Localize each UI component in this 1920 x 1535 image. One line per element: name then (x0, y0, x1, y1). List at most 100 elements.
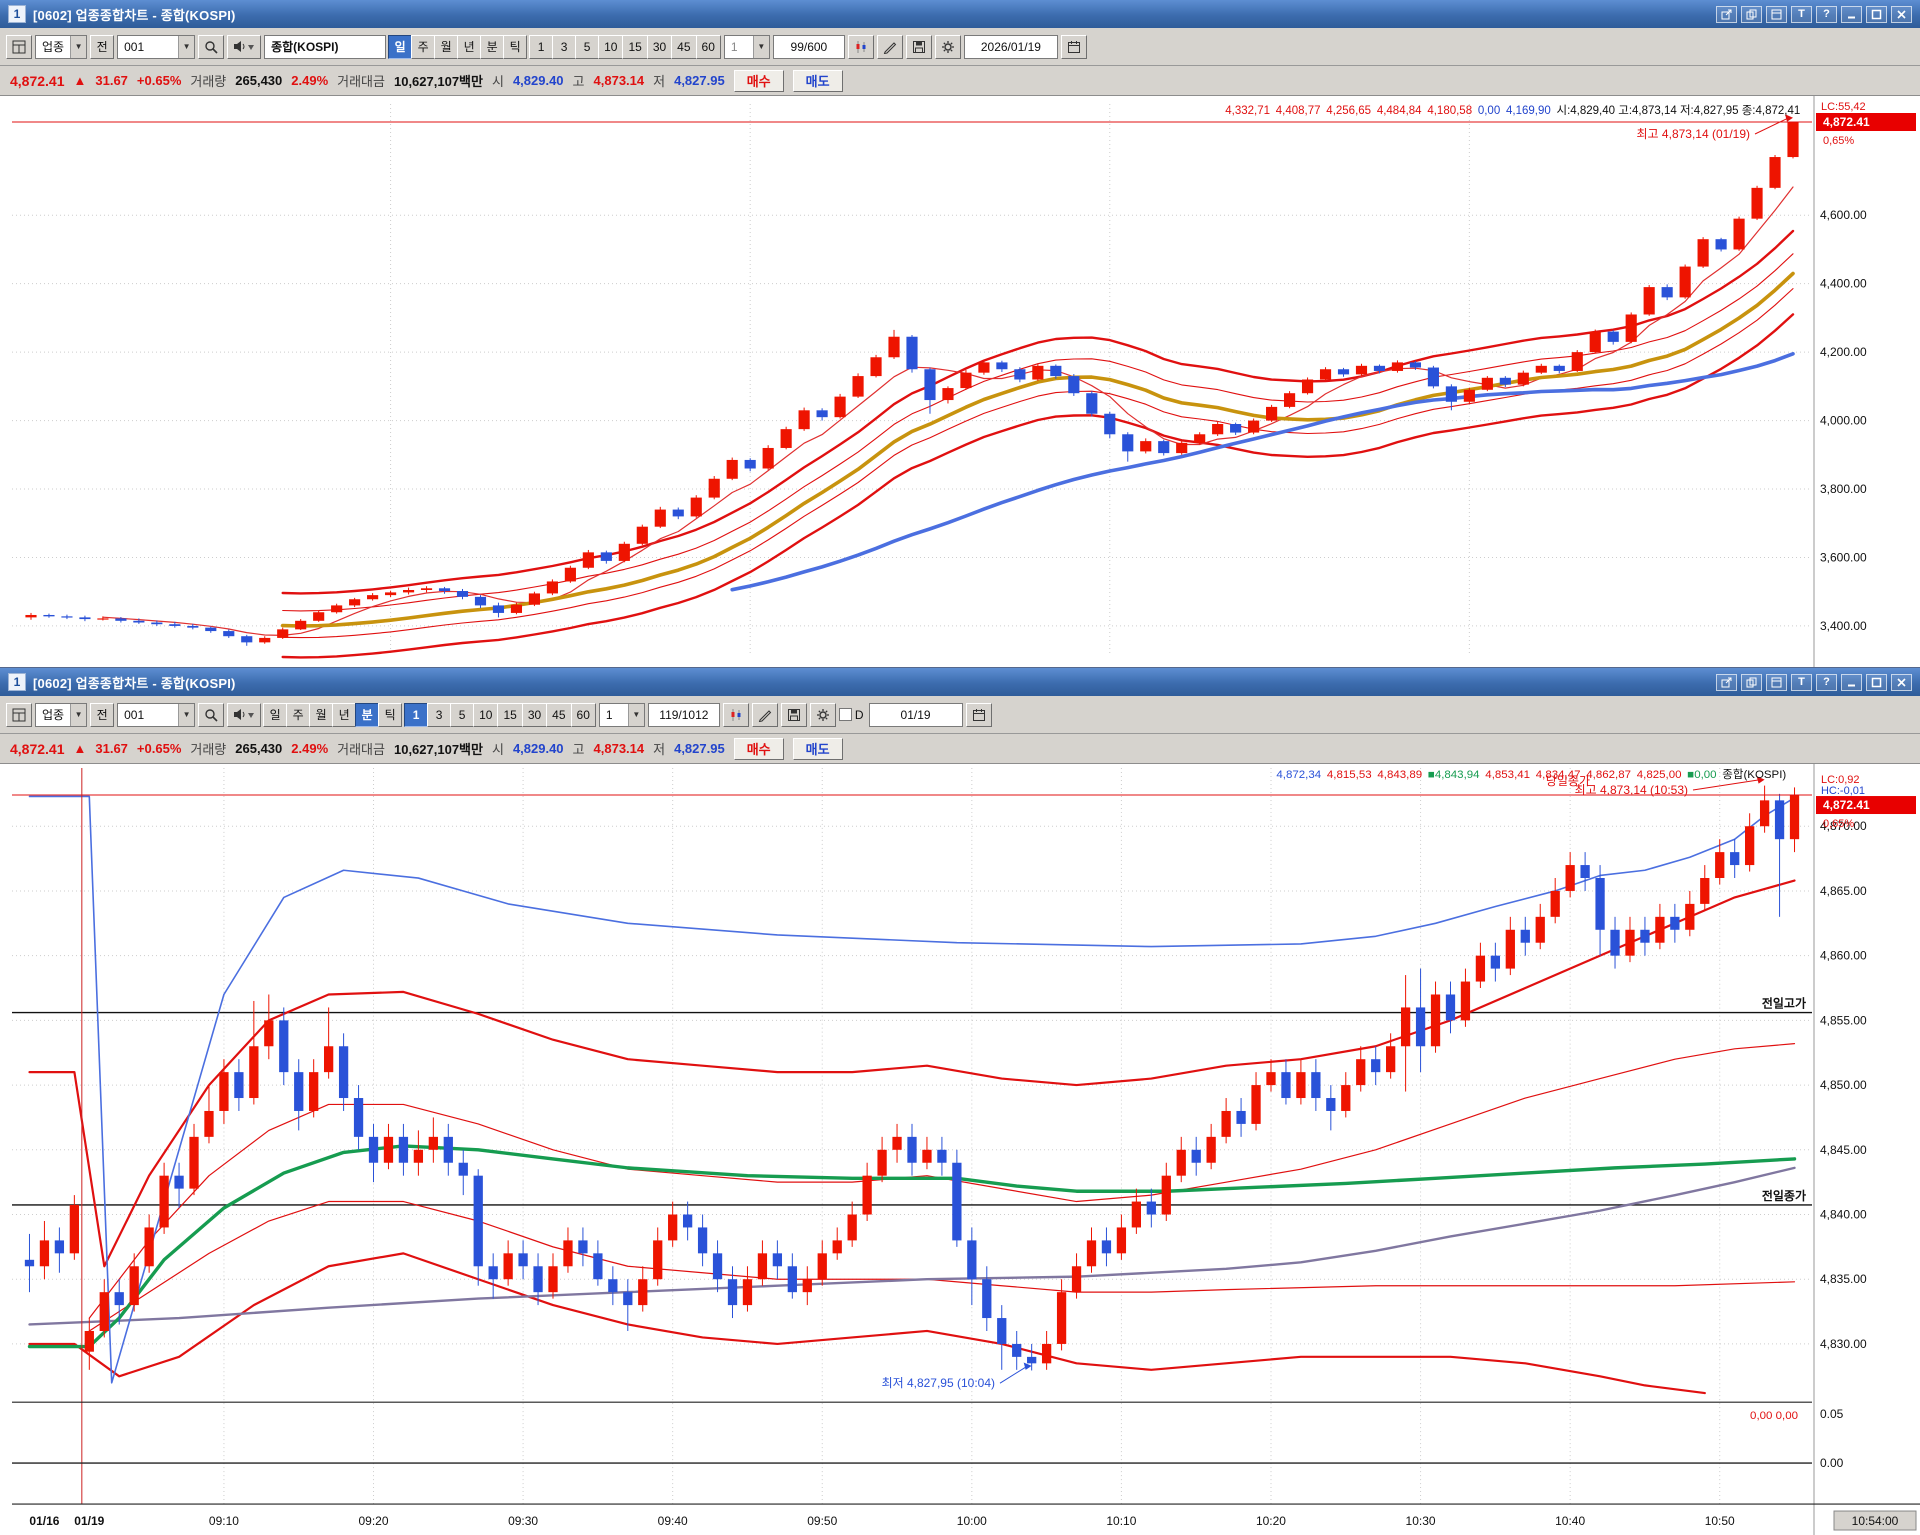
svg-text:4,845.00: 4,845.00 (1820, 1143, 1867, 1157)
minute-15-button[interactable]: 15 (622, 34, 648, 59)
svg-text:4,872.41: 4,872.41 (1823, 798, 1870, 812)
candle-style-icon[interactable] (847, 34, 874, 59)
volume-value: 265,430 (235, 73, 283, 88)
candle-style-icon[interactable] (722, 702, 749, 727)
interval-select[interactable]: 1 ▼ (723, 34, 770, 59)
code-select[interactable]: 001 ▼ (117, 34, 196, 59)
minimize-icon[interactable] (1841, 5, 1862, 23)
category-select[interactable]: 업종 ▼ (35, 702, 88, 727)
daily-chart-canvas[interactable]: 4,600.00 4,400.00 4,200.00 4,000.00 3,800.00… (0, 96, 1920, 667)
period-week-button[interactable]: 주 (286, 702, 311, 727)
close-icon[interactable] (1891, 673, 1912, 691)
minute-5-button[interactable]: 5 (575, 34, 600, 59)
period-week-button[interactable]: 주 (411, 34, 436, 59)
open-label: 시 (491, 74, 504, 89)
minute-15-button[interactable]: 15 (497, 702, 523, 727)
up-triangle-icon: ▲ (73, 73, 87, 88)
minute-1-button[interactable]: 1 (529, 34, 554, 59)
svg-text:3,400.00: 3,400.00 (1820, 619, 1867, 633)
turnover-label: 거래대금 (337, 742, 385, 757)
help-icon[interactable]: ? (1816, 5, 1837, 23)
minute-1-button[interactable]: 1 (404, 702, 429, 727)
d-checkbox[interactable] (838, 708, 852, 721)
interval-select[interactable]: 1 ▼ (598, 702, 645, 727)
titlebar[interactable]: 1 [0602] 업종종합차트 - 종합(KOSPI) T ? (0, 0, 1920, 28)
period-minute-button[interactable]: 분 (480, 34, 505, 59)
font-icon[interactable]: T (1791, 5, 1812, 23)
candle-counter: 99/600 (772, 34, 845, 59)
calendar-icon[interactable] (1060, 34, 1087, 59)
category-select[interactable]: 업종 ▼ (35, 34, 88, 59)
minute-30-button[interactable]: 30 (646, 34, 673, 59)
minute-10-button[interactable]: 10 (473, 702, 499, 727)
popout-icon[interactable] (1716, 673, 1737, 691)
titlebar[interactable]: 1 [0602] 업종종합차트 - 종합(KOSPI) T ? (0, 668, 1920, 696)
chart-window-minute: 1 [0602] 업종종합차트 - 종합(KOSPI) T ? 업종 ▼ 전 0… (0, 667, 1920, 1535)
period-month-button[interactable]: 월 (309, 702, 334, 727)
search-icon[interactable] (198, 702, 225, 727)
settings-gear-icon[interactable] (934, 34, 961, 59)
clone-icon[interactable] (1741, 5, 1762, 23)
period-day-button[interactable]: 일 (263, 702, 288, 727)
help-icon[interactable]: ? (1816, 673, 1837, 691)
period-minute-button[interactable]: 분 (355, 702, 380, 727)
period-year-button[interactable]: 년 (457, 34, 482, 59)
d-checkbox-label: D (854, 707, 864, 722)
layout-icon[interactable] (6, 702, 32, 727)
sell-button[interactable]: 매도 (792, 69, 843, 92)
prev-item-button[interactable]: 전 (90, 702, 115, 727)
date-field[interactable]: 2026/01/19 (963, 34, 1058, 59)
period-day-button[interactable]: 일 (388, 34, 413, 59)
save-icon[interactable] (780, 702, 807, 727)
period-month-button[interactable]: 월 (434, 34, 459, 59)
minute-60-button[interactable]: 60 (695, 34, 721, 59)
minute-3-button[interactable]: 3 (427, 702, 452, 727)
minute-45-button[interactable]: 45 (671, 34, 697, 59)
minute-5-button[interactable]: 5 (450, 702, 475, 727)
code-select[interactable]: 001 ▼ (117, 702, 196, 727)
interval-value: 1 (605, 707, 613, 722)
minute-45-button[interactable]: 45 (546, 702, 572, 727)
low-value: 4,827.95 (674, 741, 725, 756)
category-value: 업종 (42, 708, 65, 722)
sound-icon[interactable] (227, 702, 262, 727)
change-value: 31.67 (95, 73, 128, 88)
period-tick-button[interactable]: 틱 (503, 34, 528, 59)
open-label: 시 (491, 742, 504, 757)
minute-60-button[interactable]: 60 (570, 702, 596, 727)
date-field[interactable]: 01/19 (868, 702, 963, 727)
sell-button[interactable]: 매도 (792, 737, 843, 760)
close-icon[interactable] (1891, 5, 1912, 23)
prev-item-button[interactable]: 전 (90, 34, 115, 59)
search-icon[interactable] (198, 34, 225, 59)
minute-30-button[interactable]: 30 (521, 702, 548, 727)
maximize-icon[interactable] (1866, 5, 1887, 23)
clone-icon[interactable] (1741, 673, 1762, 691)
sound-icon[interactable] (227, 34, 262, 59)
calendar-icon[interactable] (965, 702, 992, 727)
svg-text:4,872.41: 4,872.41 (1823, 115, 1870, 129)
period-tick-button[interactable]: 틱 (378, 702, 403, 727)
settings-gear-icon[interactable] (809, 702, 836, 727)
up-triangle-icon: ▲ (73, 741, 87, 756)
draw-tool-icon[interactable] (876, 34, 903, 59)
board-icon[interactable] (1766, 5, 1787, 23)
draw-tool-icon[interactable] (751, 702, 778, 727)
board-icon[interactable] (1766, 673, 1787, 691)
buy-button[interactable]: 매수 (733, 737, 784, 760)
buy-button[interactable]: 매수 (733, 69, 784, 92)
maximize-icon[interactable] (1866, 673, 1887, 691)
layout-icon[interactable] (6, 34, 32, 59)
period-year-button[interactable]: 년 (332, 702, 357, 727)
svg-text:01/19: 01/19 (74, 1514, 104, 1528)
popout-icon[interactable] (1716, 5, 1737, 23)
symbol-field[interactable]: 종합(KOSPI) (264, 34, 387, 59)
minimize-icon[interactable] (1841, 673, 1862, 691)
font-icon[interactable]: T (1791, 673, 1812, 691)
chart-toolbar: 업종 ▼ 전 001 ▼ 일 주 월 년 분 틱 1 3 5 10 (0, 696, 1920, 734)
minute-3-button[interactable]: 3 (552, 34, 577, 59)
save-icon[interactable] (905, 34, 932, 59)
minute-10-button[interactable]: 10 (598, 34, 624, 59)
low-label: 저 (653, 74, 666, 89)
minute-chart-canvas[interactable]: 4,870.00 4,865.00 4,860.00 4,855.00 4,850.00… (0, 764, 1920, 1535)
